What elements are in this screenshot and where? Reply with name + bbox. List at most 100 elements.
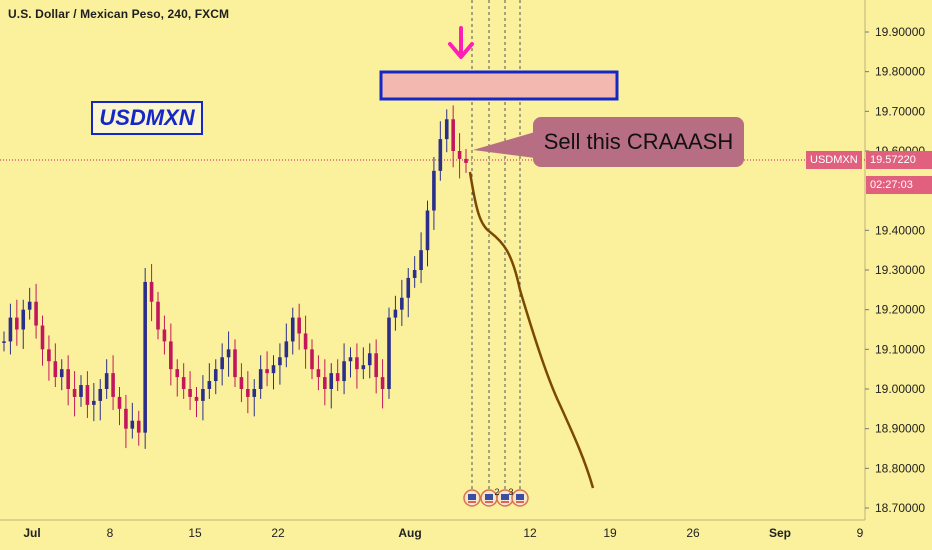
price-tick-label: 19.10000	[875, 342, 925, 356]
candle-body	[438, 139, 443, 171]
candle-body	[175, 369, 180, 378]
candle-body	[246, 389, 250, 397]
candle-body	[117, 396, 122, 409]
candle-body	[406, 277, 411, 298]
symbol-badge-label: USDMXN	[99, 105, 195, 130]
candle-body	[156, 301, 160, 330]
candle-body	[348, 357, 353, 362]
price-tick-label: 18.80000	[875, 461, 925, 475]
event-count-label: 3	[508, 487, 513, 497]
candle-body	[124, 408, 128, 429]
projection-curve	[468, 171, 595, 489]
candle-body	[393, 309, 398, 318]
down-arrow-head	[448, 42, 474, 59]
time-tick-label: Sep	[769, 526, 791, 540]
candle-body	[162, 329, 167, 342]
sell-callout: Sell this CRAAASH	[533, 117, 744, 167]
candle-body	[130, 420, 135, 429]
price-tag-value: 19.57220	[866, 151, 932, 169]
candle-body	[143, 281, 147, 433]
candle-body	[34, 301, 38, 326]
time-tick-label: 26	[686, 526, 700, 540]
price-tick-label: 19.70000	[875, 104, 925, 118]
candle-body	[213, 369, 218, 382]
candle-body	[316, 369, 321, 378]
price-countdown: 02:27:03	[866, 176, 932, 194]
candle-body	[265, 369, 269, 374]
candle-body	[271, 365, 276, 374]
candle-body	[98, 389, 103, 401]
candle-body	[226, 349, 231, 358]
candle-body	[419, 250, 423, 270]
candle-body	[355, 357, 359, 370]
candle-body	[188, 389, 192, 397]
event-flag-canton	[516, 494, 524, 500]
candle-body	[27, 301, 32, 310]
candle-body	[169, 341, 173, 370]
candle-body	[278, 357, 282, 366]
price-tick-label: 19.40000	[875, 223, 925, 237]
price-tick-label: 18.70000	[875, 501, 925, 515]
candle-body	[207, 381, 212, 389]
candle-body	[72, 389, 77, 397]
price-tag-symbol: USDMXN	[806, 151, 862, 169]
candle-body	[451, 119, 455, 151]
candle-body	[15, 317, 19, 330]
candle-body	[303, 333, 308, 350]
event-flag-canton	[468, 494, 476, 500]
time-tick-label: 12	[523, 526, 537, 540]
time-tick-label: 22	[271, 526, 285, 540]
candle-body	[66, 369, 70, 389]
candle-body	[233, 349, 237, 378]
candle-body	[59, 369, 64, 378]
candle-body	[181, 377, 186, 389]
candle-body	[342, 361, 346, 382]
candle-body	[136, 420, 141, 433]
time-tick-label: 9	[857, 526, 864, 540]
candle-body	[323, 377, 327, 389]
price-tick-label: 19.00000	[875, 382, 925, 396]
candle-body	[457, 151, 462, 159]
price-tick-label: 19.20000	[875, 303, 925, 317]
candle-body	[21, 309, 26, 330]
time-tick-label: Aug	[398, 526, 421, 540]
candle-body	[310, 349, 314, 370]
candle-body	[464, 158, 468, 163]
callout-pointer	[473, 132, 535, 158]
time-tick-label: 15	[188, 526, 202, 540]
time-tick-label: 19	[603, 526, 617, 540]
time-tick-label: Jul	[23, 526, 40, 540]
candle-body	[239, 377, 244, 389]
event-flag-icon	[463, 489, 481, 507]
candle-body	[201, 389, 205, 401]
candle-body	[47, 349, 51, 362]
event-flag-canton	[485, 494, 493, 500]
sell-zone-box	[379, 70, 619, 101]
candle-body	[258, 369, 263, 389]
candle-body	[387, 317, 391, 389]
candle-body	[53, 361, 58, 378]
candle-body	[85, 385, 90, 405]
candle-body	[290, 317, 295, 342]
candle-body	[40, 325, 45, 350]
candle-body	[8, 317, 13, 342]
symbol-badge: USDMXN	[91, 101, 203, 135]
candle-body	[149, 281, 154, 302]
candle-body	[252, 389, 257, 397]
price-tick-label: 18.90000	[875, 422, 925, 436]
candle-body	[380, 377, 385, 389]
candle-body	[194, 396, 199, 401]
event-count-label: 2	[494, 487, 499, 497]
candle-body	[400, 297, 404, 310]
candle-body	[111, 373, 115, 397]
candle-body	[2, 341, 6, 343]
candle-body	[104, 373, 109, 389]
candle-body	[432, 170, 436, 211]
candle-body	[329, 373, 334, 389]
candle-body	[444, 119, 449, 140]
event-flag-canton	[501, 494, 509, 500]
time-tick-label: 8	[107, 526, 114, 540]
event-flag-icon	[511, 489, 529, 507]
